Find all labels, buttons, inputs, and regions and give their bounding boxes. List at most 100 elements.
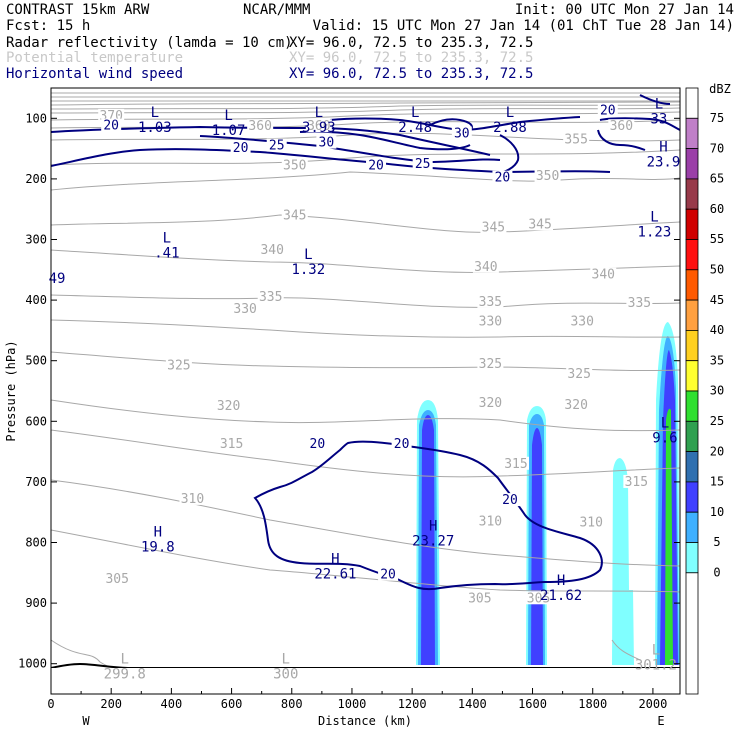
isentrope-line: [50, 529, 681, 593]
colorbar-swatch: [685, 269, 699, 301]
isentrope-line: [50, 319, 681, 338]
y-tick-label: 1000: [18, 657, 47, 671]
high-marker: H: [331, 552, 339, 568]
isentrope-label-bg: [563, 397, 590, 411]
extremum-value: 21.62: [540, 588, 582, 604]
extremum-value: 3.93: [302, 120, 336, 136]
isentrope-label: 325: [567, 367, 590, 382]
isentrope-line: [50, 214, 681, 233]
colorbar-swatch: [685, 420, 699, 452]
isentrope-label: 330: [570, 314, 593, 329]
extremum-value: 299.8: [104, 667, 146, 683]
isentrope-label: 315: [504, 457, 527, 472]
wind-contour-label: 20: [502, 493, 518, 508]
wind-contour-label: 25: [415, 157, 431, 172]
x-tick-label: 400: [161, 697, 183, 711]
low-marker: L: [163, 231, 171, 247]
plot-frame: [50, 87, 681, 695]
colorbar-unit: dBZ: [709, 82, 731, 96]
y-tick-label: 400: [25, 293, 47, 307]
y-axis-label: Pressure (hPa): [4, 340, 18, 441]
wind-label-bg: [451, 126, 472, 140]
model-title: CONTRAST 15km ARW: [6, 2, 150, 18]
isentrope-label: 335: [479, 295, 502, 310]
low-marker: L: [151, 105, 159, 121]
wind-speed-contours: [50, 94, 681, 591]
wind-contour-label: 30: [319, 136, 335, 151]
isentrope-label-bg: [179, 491, 206, 505]
isentrope-label: 360: [307, 119, 330, 134]
isentrope-label-bg: [569, 314, 596, 328]
isentrope-line: [50, 399, 681, 432]
colorbar-label: 5: [713, 535, 720, 549]
isentrope-label-bg: [563, 132, 590, 146]
colorbar-label: 75: [710, 111, 724, 125]
isentrope-label: 345: [528, 217, 551, 232]
isentrope-line: [50, 479, 681, 567]
isentrope-line: [50, 111, 681, 121]
low-marker: L: [650, 209, 658, 225]
x-axis-label: Distance (km): [318, 714, 412, 728]
colorbar-swatch: [685, 542, 699, 574]
forecast-hour: Fcst: 15 h: [6, 18, 90, 34]
x-tick-label: 1400: [458, 697, 487, 711]
high-marker: H: [154, 524, 162, 540]
extremum-value: 9.6: [652, 430, 677, 446]
extremum-value: 33: [651, 112, 668, 128]
isentrope-label-bg: [281, 208, 308, 222]
colorbar-swatch: [685, 511, 699, 543]
reflectivity-cell-1250-core: [421, 415, 435, 665]
extremum-value: 49: [49, 271, 66, 287]
x-tick-label: 1200: [398, 697, 427, 711]
plot-area: 305 305 305 310 310 310 315 315 315 320 320 320 325 3…: [49, 87, 681, 695]
colorbar-label: 10: [710, 505, 724, 519]
x-end-label-east: E: [657, 714, 664, 728]
colorbar-swatch-below: [685, 572, 699, 695]
x-tick-label: 0: [47, 697, 54, 711]
isentrope-label-bg: [259, 242, 286, 256]
wind-contour: [597, 129, 646, 151]
isentrope-label-bg: [215, 399, 242, 413]
wind-label-bg: [378, 567, 399, 581]
isentrope-label-bg: [534, 168, 561, 182]
colorbar-swatch: [685, 87, 699, 119]
valid-time: Valid: 15 UTC Mon 27 Jan 14 (01 ChT Tue …: [313, 18, 734, 34]
wind-contour: [639, 94, 671, 105]
low-marker: L: [411, 105, 419, 121]
extremum-value: 2.48: [398, 120, 432, 136]
isentrope-label: 310: [579, 516, 602, 531]
isentrope-label-bg: [626, 296, 653, 310]
isentrope-line: [50, 101, 681, 106]
wind-contour: [599, 117, 681, 131]
isentrope-label-bg: [104, 571, 131, 585]
reflectivity-cell-1950: [625, 600, 633, 665]
wind-label-bg: [316, 135, 337, 149]
colorbar-swatch: [685, 239, 699, 271]
isentrope-label: 315: [220, 437, 243, 452]
wind-label-bg: [412, 156, 433, 170]
extremum-value: 1.23: [638, 224, 672, 240]
field-3-name: Horizontal wind speed: [6, 66, 183, 82]
wind-contour: [253, 440, 603, 591]
isentrope-label-bg: [218, 436, 245, 450]
extremum-value: 23.27: [412, 533, 454, 549]
isentrope-line: [50, 171, 681, 191]
low-marker: L: [121, 652, 129, 668]
extremum-value: 19.8: [141, 539, 175, 555]
wind-label-bg: [266, 138, 287, 152]
extremum-value: 300: [273, 667, 298, 683]
extremum-value: 22.61: [314, 567, 356, 583]
isentrope-label-bg: [527, 217, 554, 231]
high-marker: H: [429, 518, 437, 534]
x-tick-label: 2000: [638, 697, 667, 711]
colorbar-swatch: [685, 117, 699, 150]
isentrope-label: 340: [592, 268, 615, 283]
isentrope-label: 320: [564, 398, 587, 413]
isentrope-label-bg: [247, 119, 274, 133]
colorbar-swatch: [685, 208, 699, 240]
isentrope-label: 325: [479, 357, 502, 372]
isentrope-label: 325: [167, 359, 190, 374]
isentrope-label-bg: [477, 314, 504, 328]
